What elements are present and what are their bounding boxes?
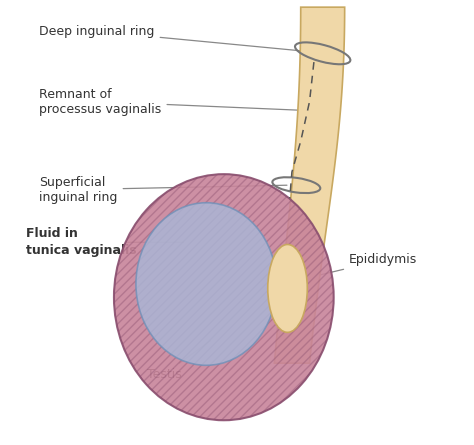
Text: Fluid in
tunica vaginalis: Fluid in tunica vaginalis	[26, 227, 137, 257]
Ellipse shape	[114, 174, 334, 420]
Ellipse shape	[136, 203, 276, 365]
Text: Superficial
inguinal ring: Superficial inguinal ring	[39, 175, 287, 203]
Text: Testis: Testis	[147, 340, 210, 380]
Polygon shape	[274, 7, 345, 363]
Text: Epididymis: Epididymis	[312, 253, 417, 277]
Text: Remnant of
processus vaginalis: Remnant of processus vaginalis	[39, 88, 302, 116]
Ellipse shape	[268, 244, 307, 332]
Text: Deep inguinal ring: Deep inguinal ring	[39, 25, 324, 53]
